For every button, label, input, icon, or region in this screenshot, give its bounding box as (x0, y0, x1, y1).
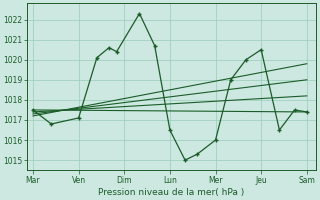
X-axis label: Pression niveau de la mer( hPa ): Pression niveau de la mer( hPa ) (98, 188, 244, 197)
